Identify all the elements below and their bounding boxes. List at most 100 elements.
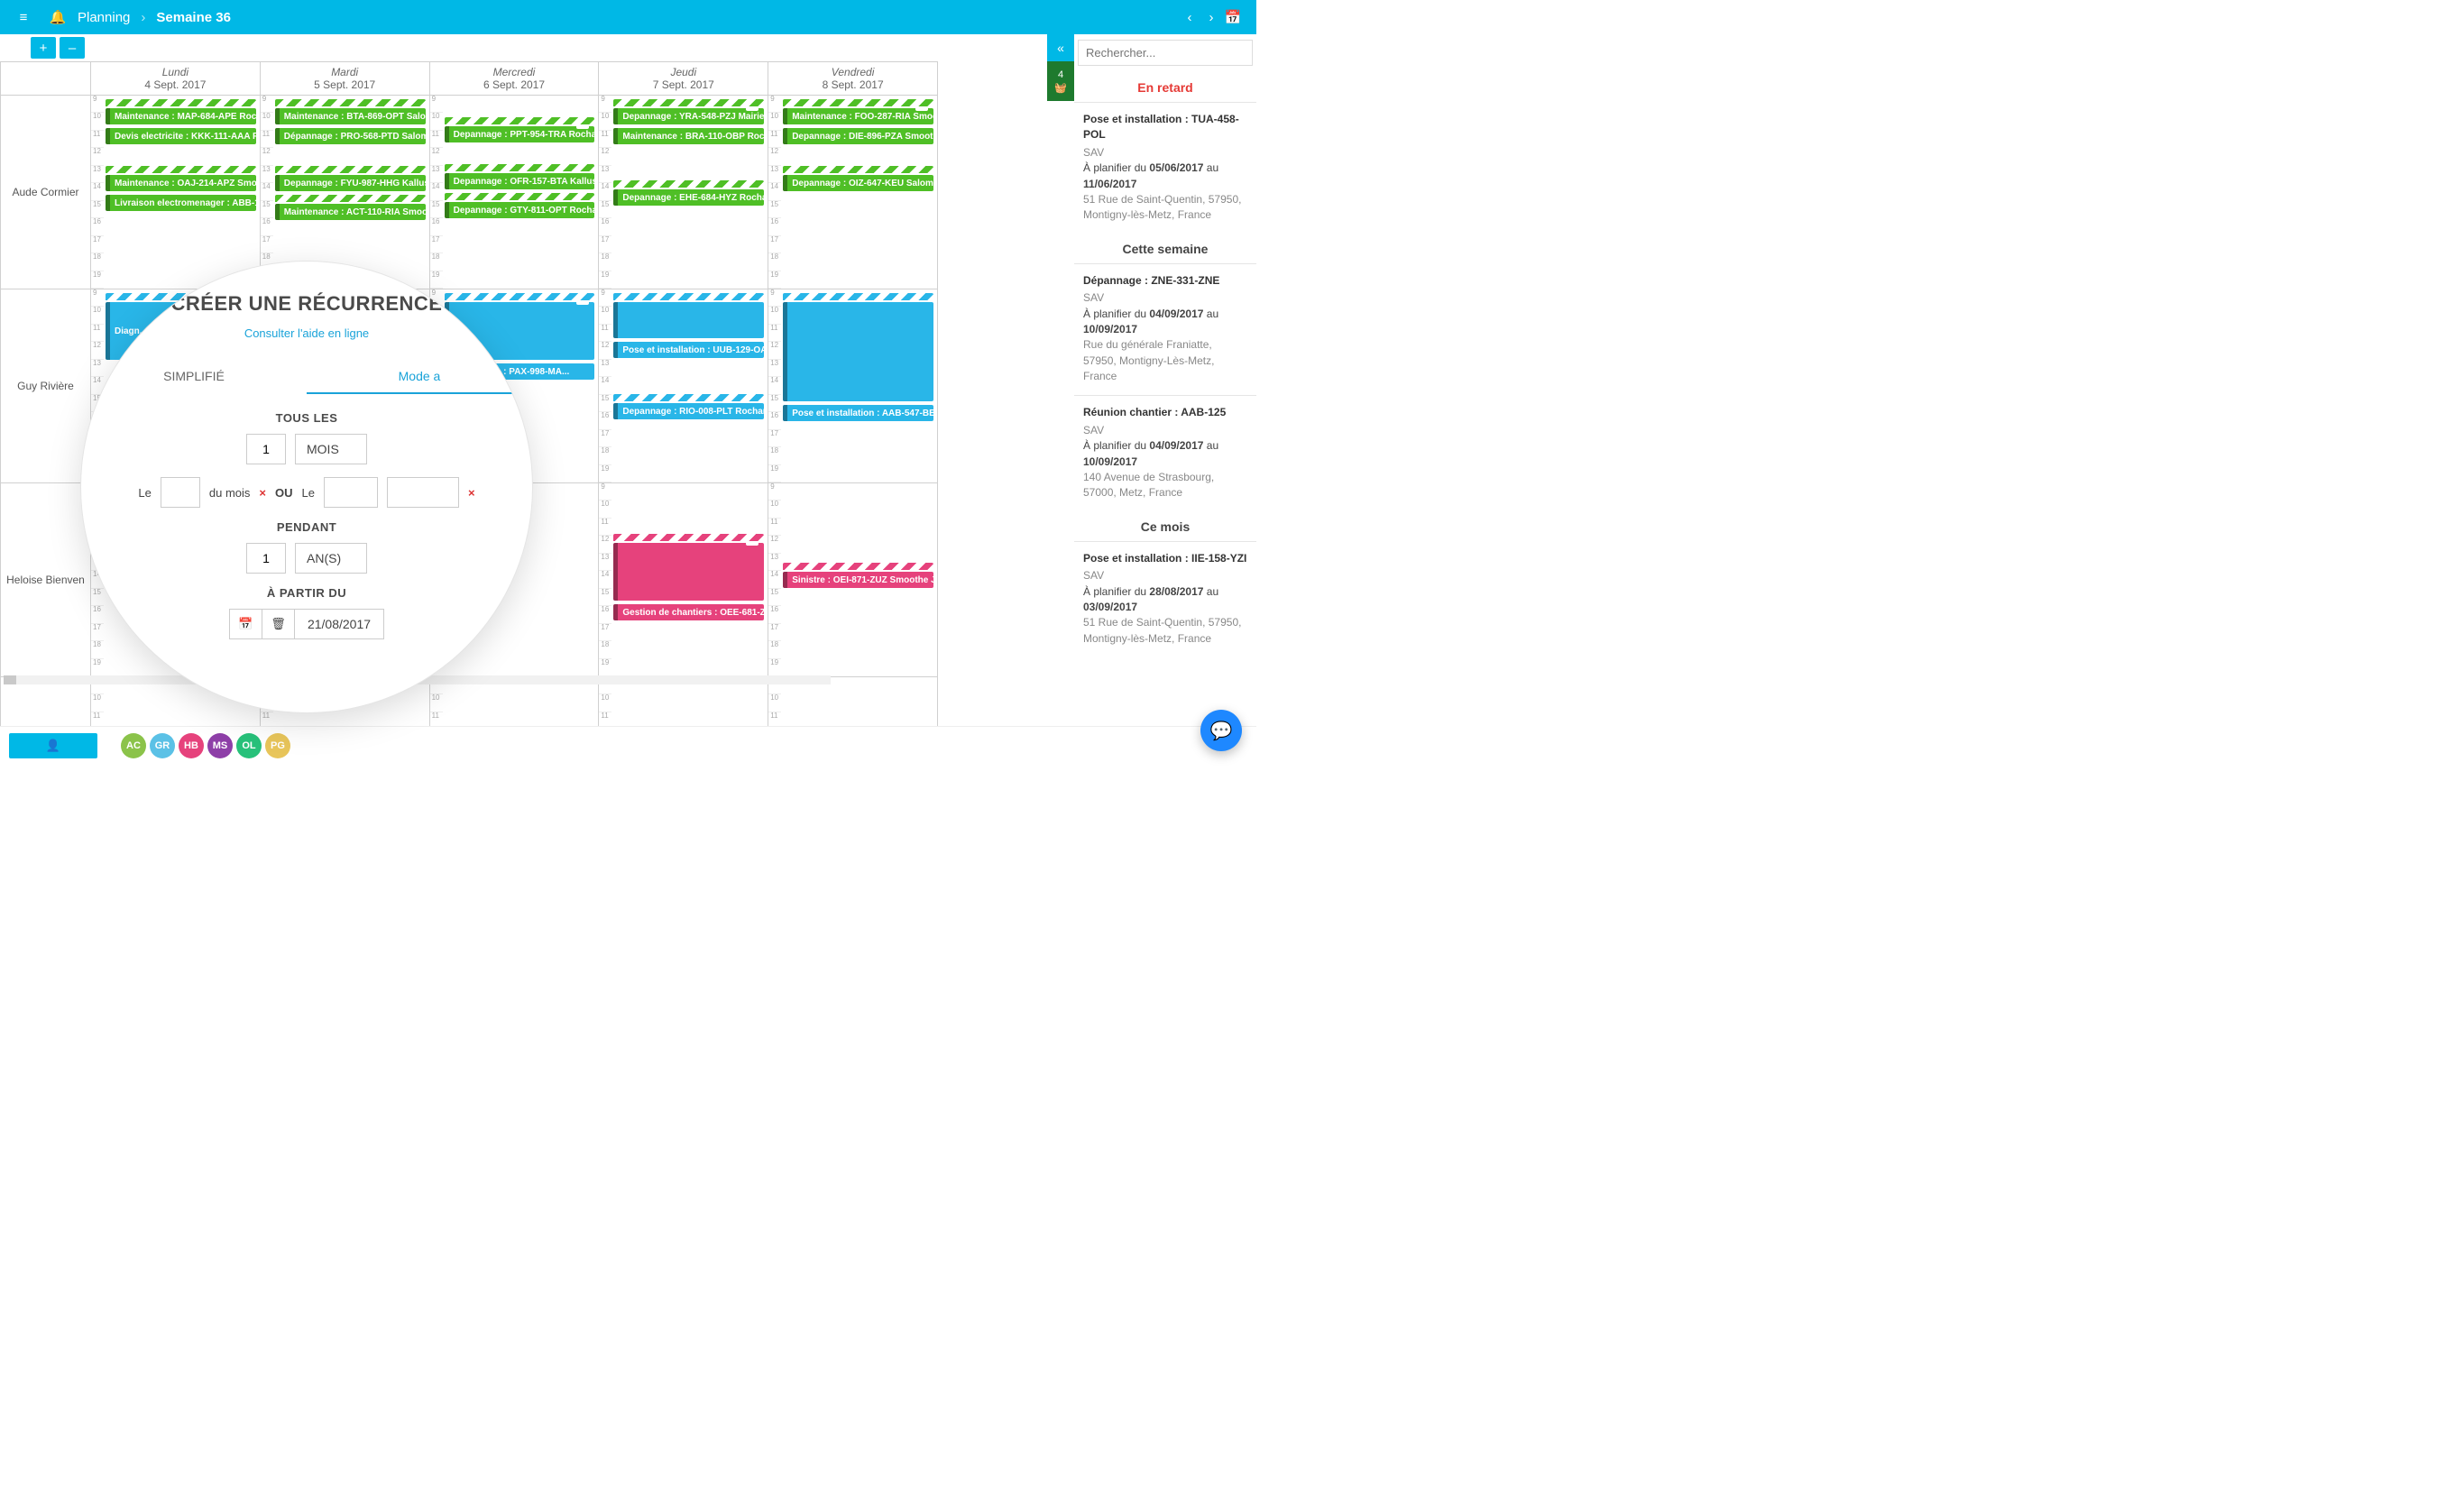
badge-count: 4 bbox=[1058, 69, 1063, 80]
topbar: ≡ 🔔 Planning › Semaine 36 ‹ › 📅 bbox=[0, 0, 1256, 34]
clear-date-icon[interactable]: 🗑 bbox=[262, 610, 295, 638]
help-link[interactable]: Consulter l'aide en ligne bbox=[244, 326, 369, 340]
clear-day-button[interactable]: × bbox=[259, 486, 266, 500]
during-value-input[interactable] bbox=[246, 543, 286, 574]
weekday-input[interactable] bbox=[387, 477, 459, 508]
bell-icon[interactable]: 🔔 bbox=[47, 9, 69, 25]
event[interactable]: Devis electricite : KKK-111-AAA R... bbox=[106, 128, 256, 144]
breadcrumb-section[interactable]: Planning bbox=[78, 10, 130, 25]
menu-icon[interactable]: ≡ bbox=[13, 10, 34, 25]
calendar-cell[interactable]: 910111213141516171819Maintenance : FOO-2… bbox=[768, 96, 938, 289]
calendar-cell[interactable]: 910111213141516171819Depannage : PPT-954… bbox=[429, 96, 599, 289]
event[interactable]: ✉ bbox=[613, 543, 764, 601]
event[interactable]: Maintenance : MAP-684-APE Roch... bbox=[106, 108, 256, 124]
footer: 👤 ACGRHBMSOLPG bbox=[0, 726, 1256, 764]
calendar-cell[interactable]: 910111213141516171819Maintenance : BTA-8… bbox=[260, 96, 429, 289]
event[interactable]: Depannage : GTY-811-OPT Rochar... bbox=[445, 202, 595, 218]
avatar[interactable]: AC bbox=[121, 733, 146, 758]
calendar-icon[interactable]: 📅 bbox=[1222, 9, 1244, 25]
zoom-in-button[interactable]: + bbox=[31, 37, 56, 59]
calendar-picker-icon[interactable]: 📅 bbox=[230, 610, 262, 638]
avatar[interactable]: PG bbox=[265, 733, 290, 758]
event[interactable]: Pose et installation : AAB-547-BBE... bbox=[783, 405, 933, 421]
day-header: Vendredi8 Sept. 2017 bbox=[768, 62, 938, 96]
event[interactable]: Depannage : EHE-684-HYZ Rochar... bbox=[613, 189, 764, 206]
event[interactable] bbox=[783, 302, 933, 401]
prev-week-button[interactable]: ‹ bbox=[1179, 10, 1200, 25]
event[interactable]: Livraison electromenager : ABB-1... bbox=[106, 195, 256, 211]
breadcrumb: Planning › Semaine 36 bbox=[78, 10, 231, 25]
event[interactable]: Maintenance : OAJ-214-APZ Smoo... bbox=[106, 175, 256, 191]
sidebar-card[interactable]: Dépannage : ZNE-331-ZNESAVÀ planifier du… bbox=[1074, 263, 1256, 396]
sidebar-section-header: Cette semaine bbox=[1074, 234, 1256, 263]
envelope-icon: ✉ bbox=[576, 302, 589, 305]
day-of-month-input[interactable] bbox=[161, 477, 200, 508]
from-date-group: 📅 🗑 21/08/2017 bbox=[229, 609, 384, 639]
tab-advanced[interactable]: Mode a bbox=[307, 360, 532, 394]
day-header: Lundi4 Sept. 2017 bbox=[91, 62, 261, 96]
day-header: Mercredi6 Sept. 2017 bbox=[429, 62, 599, 96]
event[interactable]: Maintenance : FOO-287-RIA Smoo...✉ bbox=[783, 108, 933, 124]
envelope-icon: ✉ bbox=[746, 108, 759, 111]
sidebar-collapse-button[interactable]: « bbox=[1047, 34, 1074, 61]
ordinal-input[interactable] bbox=[324, 477, 378, 508]
event[interactable]: Depannage : RIO-008-PLT Rochar... bbox=[613, 403, 764, 419]
calendar-cell[interactable]: 910111213141516171819Maintenance : MAP-6… bbox=[91, 96, 261, 289]
person-name: Guy Rivière bbox=[1, 289, 91, 483]
envelope-icon: ✉ bbox=[915, 108, 928, 111]
event[interactable]: Depannage : YRA-548-PZJ Mairie d...✉ bbox=[613, 108, 764, 124]
sidebar-section-header: Ce mois bbox=[1074, 512, 1256, 541]
from-date-value[interactable]: 21/08/2017 bbox=[295, 610, 383, 638]
sidebar-section-header: En retard bbox=[1074, 73, 1256, 102]
calendar-cell[interactable]: 910111213141516171819Sinistre : OEI-871-… bbox=[768, 483, 938, 677]
event[interactable]: Depannage : OIZ-647-KEU Salomo... bbox=[783, 175, 933, 191]
sidebar-card[interactable]: Pose et installation : TUA-458-POLSAVÀ p… bbox=[1074, 102, 1256, 234]
every-label: TOUS LES bbox=[81, 411, 532, 425]
during-label: PENDANT bbox=[81, 520, 532, 534]
event[interactable]: Gestion de chantiers : OEE-681-ZO... bbox=[613, 604, 764, 620]
event[interactable]: Maintenance : BRA-110-OBP Roch... bbox=[613, 128, 764, 144]
footer-primary-button[interactable]: 👤 bbox=[9, 733, 97, 758]
next-week-button[interactable]: › bbox=[1200, 10, 1222, 25]
zoom-out-button[interactable]: – bbox=[60, 37, 85, 59]
every-value-input[interactable] bbox=[246, 434, 286, 464]
calendar-cell[interactable]: 910111213141516171819Pose et installatio… bbox=[599, 289, 768, 483]
avatar[interactable]: MS bbox=[207, 733, 233, 758]
event[interactable]: Depannage : PPT-954-TRA Rochar...✉ bbox=[445, 126, 595, 142]
sidebar-basket-badge[interactable]: 4 🧺 bbox=[1047, 61, 1074, 101]
modal-title: CRÉER UNE RÉCURRENCE bbox=[81, 292, 532, 316]
avatar[interactable]: OL bbox=[236, 733, 262, 758]
sidebar: « 4 🧺 En retardPose et installation : TU… bbox=[1047, 34, 1256, 726]
event[interactable]: Depannage : FYU-987-HHG Kallus ... bbox=[275, 175, 426, 191]
tab-simplified[interactable]: SIMPLIFIÉ bbox=[81, 360, 307, 394]
day-header: Mardi5 Sept. 2017 bbox=[260, 62, 429, 96]
event[interactable]: Maintenance : ACT-110-RIA Smooth... bbox=[275, 204, 426, 220]
calendar-cell[interactable]: 910111213141516171819✉Gestion de chantie… bbox=[599, 483, 768, 677]
clear-ordinal-button[interactable]: × bbox=[468, 486, 475, 500]
avatar[interactable]: GR bbox=[150, 733, 175, 758]
basket-icon: 🧺 bbox=[1054, 82, 1067, 94]
calendar-cell[interactable]: 910111213141516171819Pose et installatio… bbox=[768, 289, 938, 483]
sidebar-card[interactable]: Pose et installation : IIE-158-YZISAVÀ p… bbox=[1074, 541, 1256, 657]
sidebar-card[interactable]: Réunion chantier : AAB-125SAVÀ planifier… bbox=[1074, 395, 1256, 511]
during-unit-select[interactable]: AN(S) bbox=[295, 543, 367, 574]
event[interactable]: Depannage : OFR-157-BTA Kallus ... bbox=[445, 173, 595, 189]
event[interactable] bbox=[613, 302, 764, 338]
le-label: Le bbox=[138, 486, 151, 500]
event[interactable]: Maintenance : BTA-869-OPT Salo... bbox=[275, 108, 426, 124]
chat-fab[interactable]: 💬 bbox=[1200, 710, 1242, 751]
from-label: À PARTIR DU bbox=[81, 586, 532, 600]
search-input[interactable] bbox=[1078, 40, 1253, 66]
zoom-toolbar: + – bbox=[0, 34, 1047, 61]
event[interactable]: Depannage : DIE-896-PZA Smooth... bbox=[783, 128, 933, 144]
avatar[interactable]: HB bbox=[179, 733, 204, 758]
du-mois-label: du mois bbox=[209, 486, 251, 500]
calendar-cell[interactable]: 910111213141516171819Depannage : YRA-548… bbox=[599, 96, 768, 289]
event[interactable]: Pose et installation : UUB-129-OA... bbox=[613, 342, 764, 358]
user-add-icon: 👤 bbox=[46, 739, 60, 753]
event[interactable]: Dépannage : PRO-568-PTD Salom... bbox=[275, 128, 426, 144]
envelope-icon: ✉ bbox=[576, 126, 589, 129]
event[interactable]: Sinistre : OEI-871-ZUZ Smoothe Je... bbox=[783, 572, 933, 588]
every-unit-select[interactable]: MOIS bbox=[295, 434, 367, 464]
breadcrumb-current: Semaine 36 bbox=[156, 10, 231, 25]
